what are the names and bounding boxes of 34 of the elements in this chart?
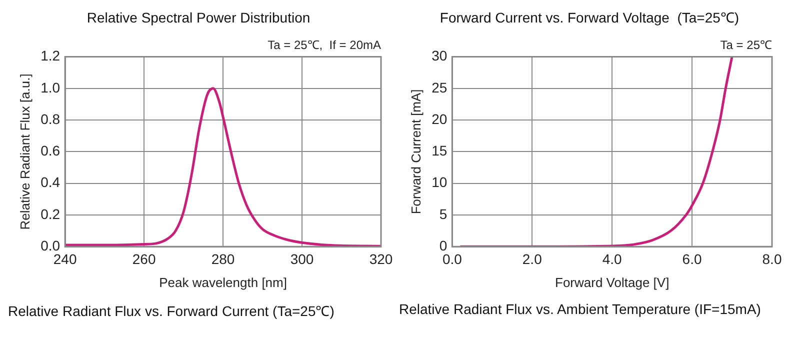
x-tick-label: 320 [369,250,393,267]
y-tick-label: 1.2 [40,48,60,64]
x-tick-label: 260 [132,250,156,267]
y-tick-label: 0.2 [40,206,60,222]
line-series [458,56,734,247]
text: Relative Radiant Flux vs. Forward Current (Ta=25℃) [8,302,336,320]
text: Ta = 25℃ [720,38,772,52]
y-tick-label: 1.0 [40,79,60,96]
y-tick-label: 0.8 [40,110,60,127]
x-tick-label: 300 [290,250,314,267]
y-tick-label: 5 [439,206,448,222]
x-tick-label: 240 [53,250,77,267]
y-axis-title: Forward Current [mA] [408,89,424,214]
chart-title: Relative Spectral Power Distribution [86,9,310,26]
x-tick-label: 6.0 [682,250,702,267]
y-tick-label: 15 [432,142,448,159]
y-tick-label: 25 [432,79,448,96]
y-tick-label: 0.0 [40,237,60,254]
x-axis-title: Forward Voltage [V] [555,274,670,290]
y-tick-label: 10 [432,174,448,190]
y-axis-title: Relative Radiant Flux [a.u.] [17,74,32,230]
x-tick-label: 280 [211,250,235,267]
text: Ta = 25℃, If = 20mA [268,38,381,52]
x-tick-label: 2.0 [522,250,542,267]
y-tick-label: 0.6 [40,142,60,159]
y-tick-label: 0 [439,237,448,254]
y-tick-label: 20 [432,110,448,127]
text: Relative Radiant Flux vs. Ambient Temperature (IF=15mA) [399,301,762,317]
chart-title: Forward Current vs. Forward Voltage (Ta=25℃) [440,9,740,26]
x-axis-title: Peak wavelength [nm] [159,274,287,290]
x-tick-label: 4.0 [602,250,622,267]
y-tick-label: 30 [432,48,448,64]
x-tick-label: 8.0 [762,250,782,267]
y-tick-label: 0.4 [40,174,60,190]
